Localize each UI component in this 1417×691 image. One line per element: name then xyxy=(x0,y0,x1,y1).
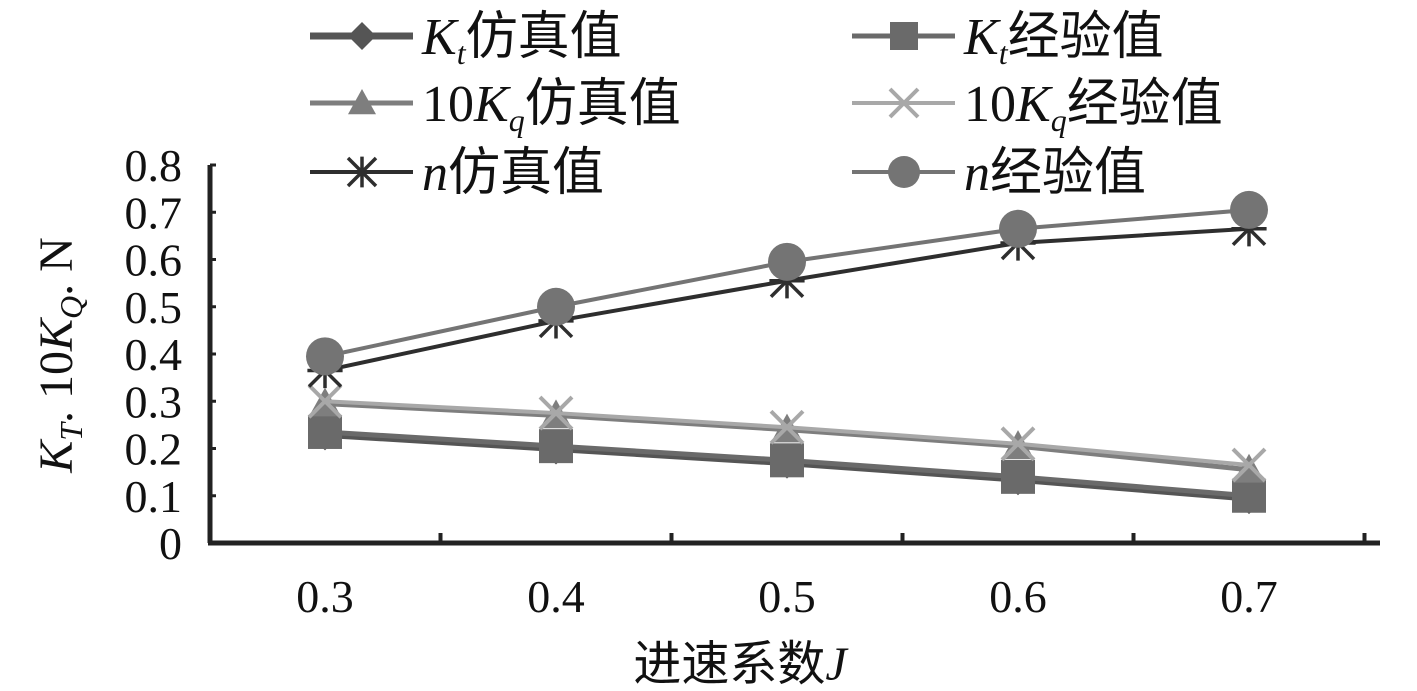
legend-label-subscript: t xyxy=(457,35,467,71)
y-tick-label: 0.7 xyxy=(125,187,183,238)
series-layer xyxy=(306,190,1268,515)
legend-marker-x xyxy=(888,87,920,119)
x-tick-label: 0.5 xyxy=(758,571,816,622)
y-tick-label: 0.4 xyxy=(125,329,183,380)
legend-label: 10Kq经验值 xyxy=(964,76,1223,138)
y-axis-label-part: T xyxy=(53,421,89,441)
x-axis-label-var: J xyxy=(825,638,849,691)
legend-item-kt_sim: Kt仿真值 xyxy=(310,9,622,71)
legend-label-prefix: 10 xyxy=(964,76,1016,133)
y-tick-label: 0.2 xyxy=(125,424,183,475)
y-tick-label: 0.8 xyxy=(125,140,183,191)
legend-label-symbol: K xyxy=(421,9,459,66)
legend-label: Kt经验值 xyxy=(963,9,1164,71)
legend-label-symbol: K xyxy=(1015,76,1053,133)
legend-label-subscript: q xyxy=(509,102,525,138)
series-n_emp xyxy=(306,190,1268,376)
x-axis-label-text: 进速系数 xyxy=(633,638,825,691)
data-point-n_emp xyxy=(306,337,344,376)
series-kt_emp xyxy=(308,414,1266,513)
legend-marker-diamond xyxy=(348,22,376,50)
legend-label: n仿真值 xyxy=(422,145,604,202)
y-axis-label-part: . N xyxy=(30,237,83,296)
legend-label: 10Kq仿真值 xyxy=(422,76,681,138)
legend-item-kq_emp: 10Kq经验值 xyxy=(852,76,1223,138)
legend-label: n经验值 xyxy=(964,145,1146,202)
x-ticks: 0.3 0.4 0.5 0.6 0.7 xyxy=(296,533,1367,622)
legend-label: Kt仿真值 xyxy=(421,9,622,71)
legend-item-n_emp: n经验值 xyxy=(852,145,1146,202)
legend-label-symbol: K xyxy=(473,76,511,133)
data-point-kt_emp xyxy=(1001,459,1035,494)
legend-label-suffix: 仿真值 xyxy=(525,76,681,133)
x-tick-label: 0.6 xyxy=(989,571,1047,622)
y-axis-label-part: Q xyxy=(53,296,89,319)
data-point-kq_emp xyxy=(1231,447,1267,483)
data-point-kq_emp xyxy=(1000,426,1036,462)
legend-label-symbol: K xyxy=(963,9,1001,66)
series-kq_emp xyxy=(307,383,1267,483)
legend-marker-circle xyxy=(888,156,920,188)
legend-label-prefix: 10 xyxy=(422,76,474,133)
legend-label-symbol: n xyxy=(964,145,990,202)
legend-marker-star xyxy=(346,156,378,188)
y-axis-label-part: K xyxy=(30,438,83,474)
x-axis-label: 进速系数J xyxy=(633,638,849,691)
y-axis-label-part: . 10 xyxy=(30,351,83,423)
data-point-kq_emp xyxy=(307,383,343,419)
y-tick-label: 0.1 xyxy=(125,471,183,522)
x-tick-label: 0.4 xyxy=(527,571,585,622)
legend-label-suffix: 经验值 xyxy=(990,145,1146,202)
y-axis-label: KT. 10KQ. N xyxy=(30,237,89,474)
legend-item-n_sim: n仿真值 xyxy=(310,145,604,202)
y-axis-label-part: K xyxy=(30,316,83,352)
data-point-kt_emp xyxy=(539,429,573,464)
y-tick-label: 0.6 xyxy=(125,235,183,286)
legend-label-suffix: 经验值 xyxy=(1008,9,1164,66)
x-tick-label: 0.7 xyxy=(1220,571,1278,622)
data-point-n_emp xyxy=(537,287,575,326)
data-point-kq_emp xyxy=(769,409,805,445)
axes xyxy=(207,165,1380,546)
data-point-n_emp xyxy=(768,242,806,281)
legend-label-symbol: n xyxy=(422,145,448,202)
data-point-n_emp xyxy=(999,209,1037,248)
legend-marker-triangle xyxy=(348,89,376,115)
legend-item-kt_emp: Kt经验值 xyxy=(852,9,1164,71)
legend-item-kq_sim: 10Kq仿真值 xyxy=(310,76,681,138)
data-point-kq_emp xyxy=(538,395,574,431)
x-tick-label: 0.3 xyxy=(296,571,354,622)
data-point-kt_emp xyxy=(1232,478,1266,513)
y-tick-label: 0.5 xyxy=(125,282,183,333)
y-ticks: 00.10.20.30.40.50.60.70.8 xyxy=(125,140,216,569)
legend-label-subscript: q xyxy=(1051,102,1067,138)
y-tick-label: 0 xyxy=(159,518,182,569)
legend-label-suffix: 仿真值 xyxy=(448,145,604,202)
data-point-n_emp xyxy=(1230,190,1268,229)
legend-marker-square xyxy=(890,22,918,50)
legend-label-subscript: t xyxy=(999,35,1009,71)
y-tick-label: 0.3 xyxy=(125,376,183,427)
legend-label-suffix: 仿真值 xyxy=(466,9,622,66)
data-point-kt_emp xyxy=(770,443,804,478)
data-point-kt_emp xyxy=(308,414,342,449)
series-n_sim xyxy=(307,211,1267,389)
legend-label-suffix: 经验值 xyxy=(1067,76,1223,133)
